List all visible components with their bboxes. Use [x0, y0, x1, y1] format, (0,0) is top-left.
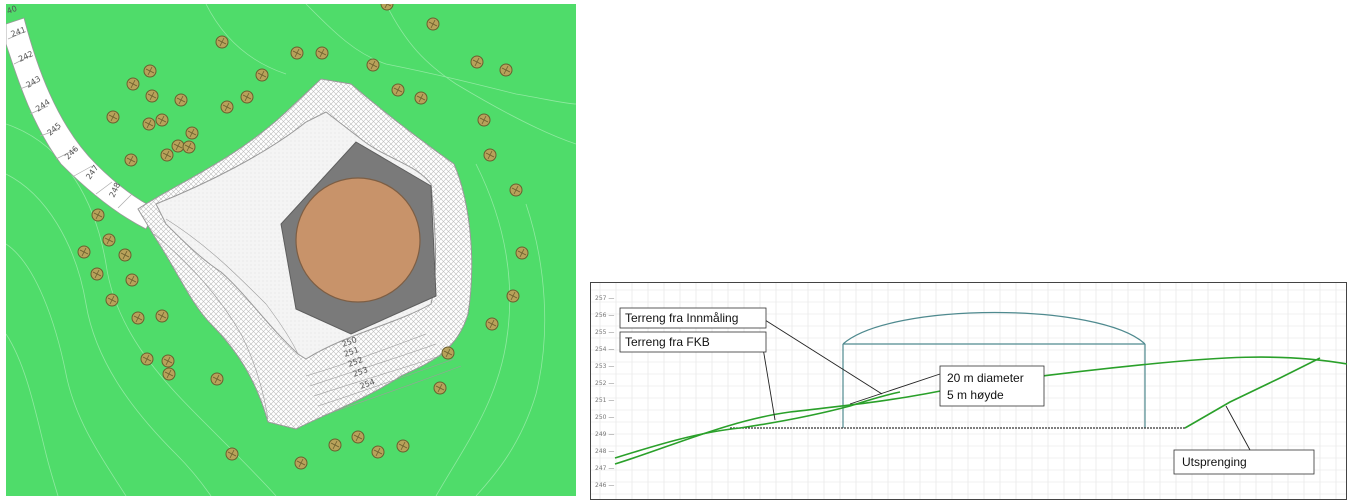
- terrain-contours: [6, 4, 576, 496]
- cross-section-svg: 257 — 256 — 255 — 254 — 253 — 252 — 251 — 250 —…: [590, 282, 1347, 500]
- tree-icon: [185, 126, 199, 140]
- tree-icon: [145, 89, 159, 103]
- elevation-tick-label: 253 —: [595, 363, 614, 370]
- tree-icon: [102, 233, 116, 247]
- tree-icon: [143, 64, 157, 78]
- tree-icon: [160, 148, 174, 162]
- tree-icon: [182, 140, 196, 154]
- tree-icon: [106, 110, 120, 124]
- road-stationing-ticks: [7, 31, 133, 209]
- callout-utsprenging: Utsprenging: [1173, 449, 1315, 475]
- callout-tank-dimensions: 20 m diameter 5 m høyde: [939, 365, 1045, 407]
- tree-symbols: [77, 4, 529, 470]
- elevation-tick-label: 254 —: [595, 346, 614, 353]
- elevation-tick-labels: 257 — 256 — 255 — 254 — 253 — 252 — 251 — 250 —…: [595, 295, 614, 489]
- elevation-tick-label: 252 —: [595, 380, 614, 387]
- terrain-innmaling-line: [614, 391, 901, 459]
- tree-icon: [125, 273, 139, 287]
- tree-icon: [366, 58, 380, 72]
- tree-icon: [351, 430, 365, 444]
- water-tank-footprint: [295, 177, 421, 303]
- tree-icon: [105, 293, 119, 307]
- callout-utsprenging-text: Utsprenging: [1182, 455, 1247, 469]
- tree-icon: [290, 46, 304, 60]
- tree-icon: [225, 447, 239, 461]
- tree-icon: [215, 35, 229, 49]
- tree-icon: [155, 309, 169, 323]
- tree-icon: [396, 439, 410, 453]
- tree-icon: [171, 139, 185, 153]
- section-grid: [591, 283, 1346, 499]
- tree-icon: [483, 148, 497, 162]
- callout-tank-height: 5 m høyde: [947, 388, 1004, 402]
- tree-icon: [124, 153, 138, 167]
- elevation-tick-label: 249 —: [595, 431, 614, 438]
- tree-icon: [470, 55, 484, 69]
- elevation-tick-label: 255 —: [595, 329, 614, 336]
- tree-icon: [142, 117, 156, 131]
- tree-icon: [220, 100, 234, 114]
- tree-icon: [161, 354, 175, 368]
- site-plan-view: 40 241 242 243 244 245 246 247 248 250 251 252 253 2…: [6, 4, 576, 496]
- tank-profile: [730, 311, 1185, 429]
- tree-icon: [118, 248, 132, 262]
- blasting-slope-line: [1184, 357, 1321, 429]
- tree-icon: [414, 91, 428, 105]
- elevation-tick-label: 246 —: [595, 482, 614, 489]
- elevation-tick-label: 248 —: [595, 448, 614, 455]
- tree-icon: [371, 445, 385, 459]
- tree-icon: [328, 438, 342, 452]
- callout-fkb-text: Terreng fra FKB: [625, 335, 710, 349]
- elevation-tick-label: 256 —: [595, 312, 614, 319]
- cross-section-view: 257 — 256 — 255 — 254 — 253 — 252 — 251 — 250 —…: [590, 282, 1347, 500]
- tree-icon: [174, 93, 188, 107]
- elevation-tick-label: 257 —: [595, 295, 614, 302]
- tree-icon: [315, 46, 329, 60]
- tree-icon: [485, 317, 499, 331]
- pad-contour-lines: [153, 218, 462, 420]
- callout-tank-diameter: 20 m diameter: [947, 371, 1024, 385]
- tree-icon: [126, 77, 140, 91]
- callout-innmaling-text: Terreng fra Innmåling: [625, 311, 738, 325]
- tree-icon: [90, 267, 104, 281]
- tree-icon: [506, 289, 520, 303]
- tree-icon: [240, 90, 254, 104]
- elevation-tick-label: 247 —: [595, 465, 614, 472]
- tree-icon: [162, 367, 176, 381]
- tree-icon: [210, 372, 224, 386]
- tree-icon: [509, 183, 523, 197]
- road-station-label: 40: [6, 4, 18, 16]
- tree-icon: [441, 346, 455, 360]
- callout-leaders: [761, 319, 1251, 451]
- tree-icon: [255, 68, 269, 82]
- tree-icon: [131, 311, 145, 325]
- tree-icon: [433, 381, 447, 395]
- tree-icon: [294, 456, 308, 470]
- tree-icon: [426, 17, 440, 31]
- tree-icon: [155, 113, 169, 127]
- tree-icon: [140, 352, 154, 366]
- tree-icon: [91, 208, 105, 222]
- elevation-tick-label: 251 —: [595, 397, 614, 404]
- tree-icon: [499, 63, 513, 77]
- tree-icon: [477, 113, 491, 127]
- tree-icon: [77, 245, 91, 259]
- tree-icon: [515, 246, 529, 260]
- tree-icon: [380, 4, 394, 11]
- callout-innmaling: Terreng fra Innmåling: [619, 307, 767, 329]
- tree-icon: [391, 83, 405, 97]
- callout-fkb: Terreng fra FKB: [619, 331, 767, 353]
- elevation-tick-label: 250 —: [595, 414, 614, 421]
